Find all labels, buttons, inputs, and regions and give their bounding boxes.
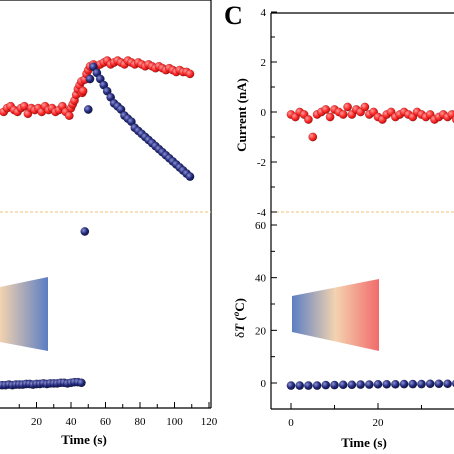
data-point — [308, 132, 318, 142]
y-tick-label: 0 — [261, 107, 267, 119]
panel-c-x-ticks: 0204060 — [288, 403, 422, 429]
data-point — [360, 102, 370, 112]
y-tick-label: 4 — [261, 7, 267, 19]
data-point — [295, 381, 305, 390]
x-tick-label: 20 — [31, 416, 43, 428]
data-point — [408, 379, 418, 389]
x-tick-label: 0 — [288, 417, 294, 429]
x-tick-label: 40 — [66, 416, 78, 428]
data-point — [447, 110, 454, 119]
x-tick-label: 20 — [373, 417, 385, 429]
panel-c-frame — [270, 12, 454, 410]
data-point — [373, 379, 383, 389]
data-point — [303, 381, 313, 390]
panel-c-current-series — [286, 102, 454, 142]
y-tick-label: 0 — [261, 378, 267, 390]
data-point — [347, 380, 357, 390]
data-point — [343, 102, 352, 112]
x-tick-label: 60 — [100, 416, 112, 428]
y-tick-label: 20 — [255, 325, 267, 337]
data-point — [364, 380, 374, 389]
data-point — [85, 74, 95, 84]
data-point — [185, 172, 195, 182]
data-point — [321, 380, 331, 390]
data-point — [303, 115, 313, 124]
panel-c-label: C — [224, 1, 243, 30]
data-point — [443, 379, 452, 389]
data-point — [83, 105, 93, 114]
data-point — [321, 105, 331, 114]
data-point — [325, 112, 335, 122]
data-point — [399, 379, 409, 389]
data-point — [390, 379, 400, 389]
data-point — [434, 379, 444, 389]
data-point — [312, 381, 322, 390]
data-point — [286, 381, 296, 390]
data-point — [77, 378, 86, 388]
data-point — [330, 380, 339, 390]
panel-c-current-ticks: 4 2 0 -2 -4 — [257, 7, 277, 219]
temp-y-axis-label: δT (oC) — [231, 298, 247, 338]
data-point — [80, 227, 90, 236]
panel-c-gradient-wedge — [292, 279, 379, 351]
left-x-axis-label: Time (s) — [61, 432, 107, 447]
left-x-ticks: 20 40 60 80 100 120 — [18, 402, 218, 428]
panel-c-temp-ticks: 60 40 20 0 — [255, 220, 277, 390]
data-point — [185, 69, 195, 79]
data-point — [64, 111, 74, 121]
y-tick-label: 60 — [255, 220, 267, 232]
data-point — [425, 379, 435, 389]
y-tick-label: -2 — [257, 157, 266, 169]
panel-c-temp-series — [286, 379, 454, 390]
y-tick-label: 2 — [261, 57, 267, 69]
y-tick-label: -4 — [257, 207, 267, 219]
data-point — [382, 379, 392, 389]
data-point — [338, 380, 348, 390]
data-point — [338, 110, 348, 119]
panel-c-x-axis-label: Time (s) — [341, 435, 387, 450]
x-tick-label: 120 — [201, 416, 218, 428]
data-point — [356, 380, 365, 389]
data-point — [417, 379, 426, 389]
left-bottom-series — [0, 62, 195, 390]
current-y-axis-label: Current (nA) — [234, 78, 249, 152]
x-tick-label: 80 — [135, 416, 147, 428]
y-tick-label: 40 — [255, 273, 267, 285]
left-gradient-wedge — [0, 277, 48, 351]
x-tick-label: 100 — [166, 416, 183, 428]
data-point — [78, 86, 88, 96]
